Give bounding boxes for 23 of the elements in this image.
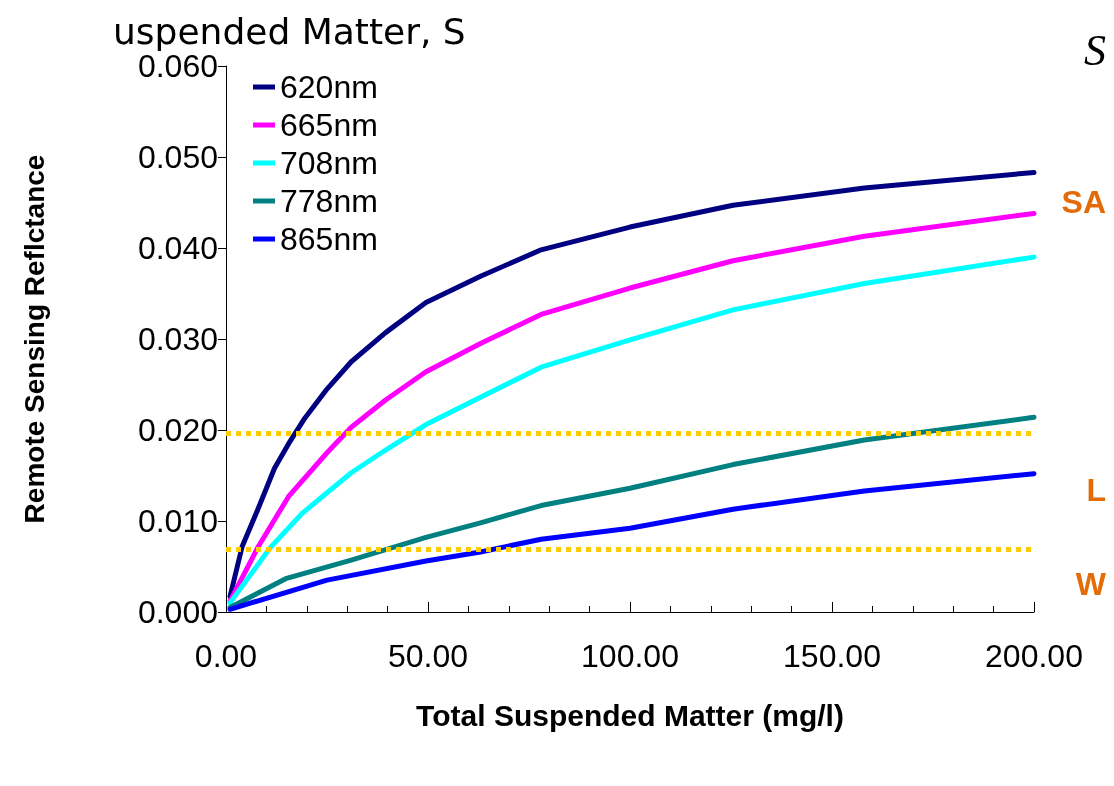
x-axis-title: Total Suspended Matter (mg/l) <box>416 698 844 732</box>
text: L <box>1086 472 1106 508</box>
legend-label: 865nm <box>280 221 378 257</box>
x-tick-label: 50.00 <box>387 638 469 674</box>
x-tick-label: 150.00 <box>783 638 881 674</box>
legend-label: 708nm <box>280 145 378 181</box>
y-tick-label: 0.010 <box>137 503 218 539</box>
text: SA <box>1061 184 1106 220</box>
y-tick-label: 0.020 <box>137 412 218 448</box>
x-tick-label: 100.00 <box>581 638 679 674</box>
y-tick-label: 0.050 <box>137 139 218 175</box>
x-tick-label: 0.00 <box>194 638 258 674</box>
y-tick-label: 0.030 <box>137 321 218 357</box>
text: W <box>1075 566 1107 602</box>
legend-label: 778nm <box>280 183 378 219</box>
y-tick-label: 0.040 <box>137 230 218 266</box>
y-axis-title: Remote Sensing Reflctance <box>18 154 50 524</box>
legend-label: 665nm <box>280 107 378 143</box>
text: S <box>1084 25 1106 75</box>
chart-title: uspended Matter, S <box>113 10 466 52</box>
x-tick-label: 200.00 <box>985 638 1083 674</box>
y-tick-label: 0.000 <box>137 594 218 630</box>
legend-label: 620nm <box>280 69 378 105</box>
